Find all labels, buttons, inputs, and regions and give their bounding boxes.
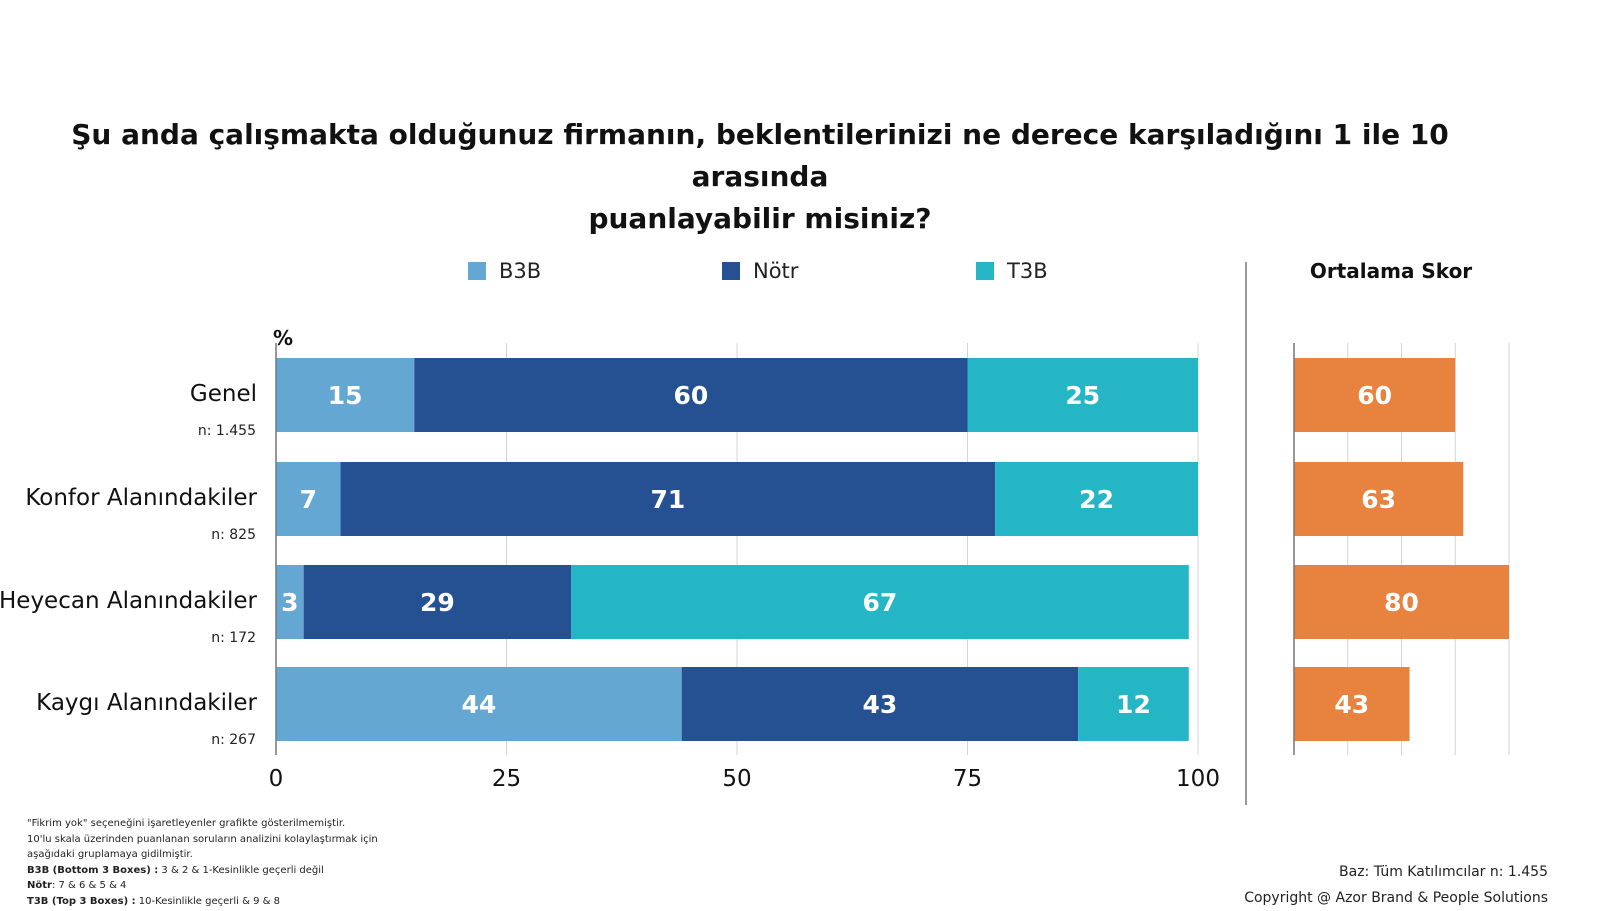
footnote-line-2: 10'lu skala üzerinden puanlanan soruları… [27,833,378,845]
category-n-3: n: 267 [211,732,256,748]
copyright: Copyright @ Azor Brand & People Solution… [1244,890,1548,906]
legend-label-n-tr: Nötr [753,259,799,283]
legend-swatch-t3b [976,262,994,280]
data-label-t3b-2: 67 [863,588,898,617]
x-tick-label-75: 75 [953,766,982,792]
data-label-t3b-3: 12 [1116,690,1151,719]
data-label-n-tr-0: 60 [674,381,709,410]
score-panel-title: Ortalama Skor [1310,259,1472,283]
data-label-n-tr-1: 71 [650,485,685,514]
footnote: "Fikrim yok" seçeneğini işaretleyenler g… [27,816,447,909]
score-bar-1 [1294,462,1464,536]
bar-b3b-0 [276,358,415,432]
x-tick-label-100: 100 [1176,766,1220,792]
legend-swatch-n-tr [722,262,740,280]
bar-n-tr-1 [340,462,996,536]
bar-t3b-3 [1078,667,1189,741]
x-tick-label-50: 50 [722,766,751,792]
footnote-line-3: aşağıdaki gruplamaya gidilmiştir. [27,849,193,860]
bar-n-tr-3 [681,667,1079,741]
bar-t3b-0 [967,358,1198,432]
bar-n-tr-2 [303,565,572,639]
score-label-0: 60 [1357,381,1392,410]
legend-label-t3b: T3B [1006,259,1048,283]
title-line-2: puanlayabilir misiniz? [588,202,932,235]
footnote-t3b-label: T3B (Top 3 Boxes) : [27,895,136,907]
footnote-notr-label: Nötr [27,880,52,891]
category-label-1: Konfor Alanındakiler [25,485,257,511]
data-label-t3b-1: 22 [1079,485,1114,514]
data-label-n-tr-3: 43 [863,690,898,719]
footnote-notr-text: : 7 & 6 & 5 & 4 [51,880,127,891]
bar-t3b-2 [571,565,1189,639]
category-n-0: n: 1.455 [198,423,256,439]
x-tick-label-0: 0 [269,766,284,792]
footnote-b3b-label: B3B (Bottom 3 Boxes) : [27,864,159,876]
footnote-notr: Nötr: 7 & 6 & 5 & 4 [27,878,447,894]
score-label-1: 63 [1361,485,1396,514]
score-bar-2 [1294,565,1509,639]
category-label-2: Heyecan Alanındakiler [0,588,258,614]
footnote-t3b: T3B (Top 3 Boxes) : 10-Kesinlikle geçerl… [27,894,447,910]
title-line-1: Şu anda çalışmakta olduğunuz firmanın, b… [71,118,1449,193]
bar-b3b-2 [276,565,304,639]
category-n-2: n: 172 [211,630,256,646]
x-tick-label-25: 25 [492,766,521,792]
base-note: Baz: Tüm Katılımcılar n: 1.455 [1339,864,1548,880]
footnote-b3b: B3B (Bottom 3 Boxes) : 3 & 2 & 1-Kesinli… [27,863,447,879]
data-label-b3b-3: 44 [461,690,496,719]
unit-label: % [273,326,293,350]
bar-n-tr-0 [414,358,968,432]
category-label-0: Genel [190,381,257,407]
legend-label-b3b: B3B [499,259,541,283]
score-bar-3 [1294,667,1410,741]
category-label-3: Kaygı Alanındakiler [36,690,257,716]
data-label-b3b-2: 3 [281,588,298,617]
data-label-b3b-0: 15 [328,381,363,410]
bar-t3b-1 [995,462,1198,536]
bar-b3b-3 [276,667,682,741]
footnote-t3b-text: 10-Kesinlikle geçerli & 9 & 8 [135,895,280,907]
footnote-line-1: "Fikrim yok" seçeneğini işaretleyenler g… [27,818,346,829]
legend-swatch-b3b [468,262,486,280]
footer: Baz: Tüm Katılımcılar n: 1.455 Copyright… [1244,859,1548,911]
score-label-2: 80 [1384,588,1419,617]
data-label-t3b-0: 25 [1065,381,1100,410]
data-label-n-tr-2: 29 [420,588,455,617]
category-n-1: n: 825 [211,527,256,543]
score-bar-0 [1294,358,1456,432]
bar-b3b-1 [276,462,341,536]
data-label-b3b-1: 7 [300,485,317,514]
chart-title: Şu anda çalışmakta olduğunuz firmanın, b… [40,114,1480,240]
footnote-b3b-text: 3 & 2 & 1-Kesinlikle geçerli değil [158,864,324,876]
score-label-3: 43 [1334,690,1369,719]
